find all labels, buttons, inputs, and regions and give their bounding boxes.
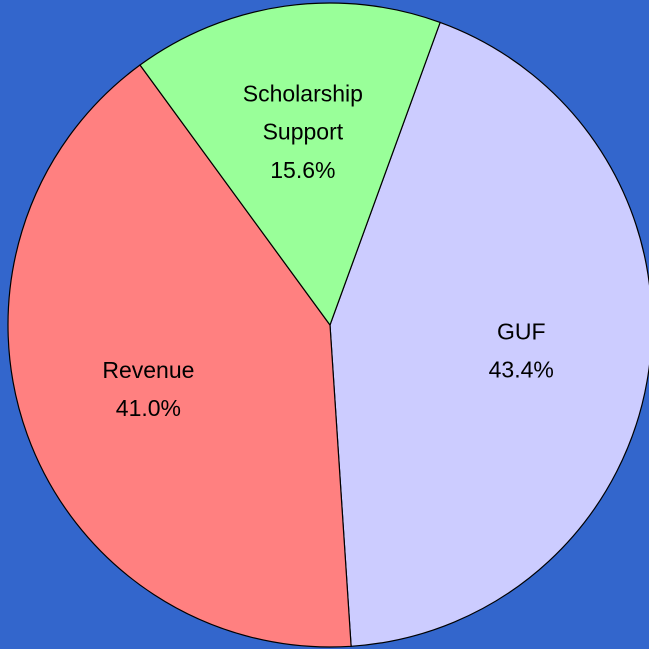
slice-label: Scholarship Support	[243, 81, 363, 145]
slice-label: GUF	[497, 318, 546, 344]
slice-value-label: 15.6%	[270, 157, 335, 183]
slice-value-label: 41.0%	[116, 395, 181, 421]
pie-slice	[7, 64, 352, 648]
pie-slice	[139, 2, 441, 327]
slice-value-label: 43.4%	[489, 356, 554, 382]
slice-label-line: Scholarship	[243, 81, 363, 107]
slice-label-line: Support	[263, 119, 344, 145]
slice-label: Revenue	[102, 357, 194, 383]
